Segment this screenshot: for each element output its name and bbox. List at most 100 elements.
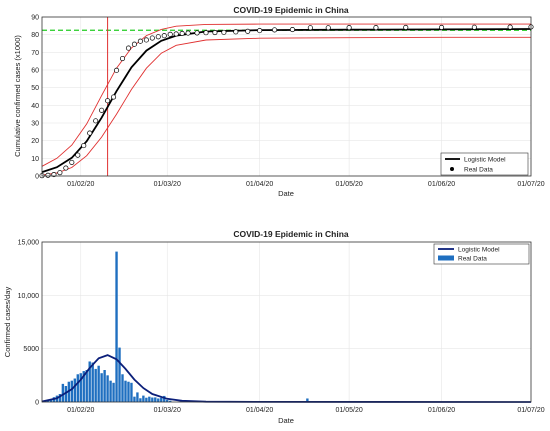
real-data-bar xyxy=(58,394,62,402)
y-tick-label: 10 xyxy=(31,156,39,163)
real-data-bar xyxy=(169,400,172,402)
real-data-bar xyxy=(88,361,91,402)
real-data-bar xyxy=(142,395,145,402)
x-tick-label: 01/03/20 xyxy=(154,181,181,188)
real-data-bar xyxy=(64,386,68,402)
real-data-bar xyxy=(94,368,97,402)
real-data-bar xyxy=(151,397,154,402)
real-data-point xyxy=(179,30,185,36)
real-data-bar xyxy=(82,371,85,402)
real-data-bar xyxy=(306,398,309,402)
legend-swatch-real-data xyxy=(438,255,454,261)
series-lines xyxy=(41,354,532,403)
real-data-point xyxy=(81,143,87,149)
real-data-point xyxy=(325,25,331,31)
real-data-point xyxy=(155,34,161,40)
real-data-bar xyxy=(46,400,50,402)
y-tick-label: 20 xyxy=(31,138,39,145)
legend-box xyxy=(433,243,530,265)
x-tick-label: 01/06/20 xyxy=(428,407,455,414)
real-data-bar xyxy=(115,251,118,402)
real-data-bar xyxy=(100,373,103,402)
legend: Logistic Model Real Data xyxy=(433,243,530,265)
real-data-bars xyxy=(43,251,309,402)
real-data-point xyxy=(137,38,143,44)
y-axis-label: Cumulative confirmed cases (x1000) xyxy=(13,35,22,157)
real-data-bar xyxy=(124,380,127,402)
real-data-point xyxy=(119,55,126,62)
real-data-point xyxy=(307,25,313,31)
real-data-point xyxy=(403,24,409,30)
real-data-bar xyxy=(133,396,136,402)
legend: Logistic Model Real Data xyxy=(440,152,529,176)
y-tick-label: 60 xyxy=(31,68,39,75)
real-data-point xyxy=(245,28,251,34)
real-data-bar xyxy=(166,399,169,402)
real-data-bar xyxy=(97,365,100,402)
real-data-bar xyxy=(61,383,65,402)
x-tick-label: 01/04/20 xyxy=(246,407,273,414)
real-data-bar xyxy=(85,370,88,402)
real-data-bar xyxy=(154,397,157,402)
real-data-bar xyxy=(139,398,142,402)
real-data-bar xyxy=(79,373,82,402)
y-tick-label: 80 xyxy=(31,32,39,39)
series-lines xyxy=(41,23,532,176)
real-data-point xyxy=(75,152,81,158)
real-data-bar xyxy=(109,380,112,402)
y-tick-label: 50 xyxy=(31,85,39,92)
real-data-bar xyxy=(136,392,139,402)
daily-cases-chart: COVID-19 Epidemic in China 01/02/20 01/03… xyxy=(3,229,545,425)
real-data-bar xyxy=(49,399,53,402)
real-data-point xyxy=(63,165,69,171)
x-tick-label: 01/02/20 xyxy=(67,181,94,188)
logistic-model-line xyxy=(41,354,532,403)
y-tick-label: 30 xyxy=(31,121,39,128)
real-data-point xyxy=(167,31,173,37)
x-tick-label: 01/05/20 xyxy=(335,181,362,188)
chart-title: COVID-19 Epidemic in China xyxy=(233,5,349,15)
real-data-point xyxy=(143,37,149,43)
y-tick-label: 40 xyxy=(31,103,39,110)
x-tick-labels: 01/02/20 01/03/20 01/04/20 01/05/20 01/06/20… xyxy=(67,181,545,188)
legend-box xyxy=(440,152,529,176)
real-data-point xyxy=(257,28,263,34)
real-data-point xyxy=(173,31,179,37)
real-data-point xyxy=(149,35,155,41)
x-tick-label: 01/07/20 xyxy=(517,181,544,188)
real-data-point xyxy=(69,159,75,165)
real-data-point xyxy=(99,107,105,113)
y-tick-label: 5000 xyxy=(23,346,39,353)
real-data-bar xyxy=(70,380,74,402)
chart-title: COVID-19 Epidemic in China xyxy=(233,229,349,239)
real-data-point xyxy=(45,172,51,178)
real-data-bar xyxy=(145,397,148,402)
real-data-point xyxy=(212,29,218,36)
legend-marker-real-data xyxy=(450,167,454,171)
x-tick-label: 01/06/20 xyxy=(428,181,455,188)
real-data-bar xyxy=(91,362,94,402)
y-tick-label: 0 xyxy=(35,174,39,181)
cumulative-chart: COVID-19 Epidemic in China 01/02/20 01/03… xyxy=(13,5,545,198)
logistic-model-line xyxy=(41,28,532,173)
real-data-point xyxy=(272,27,278,33)
real-data-bar xyxy=(130,382,133,402)
x-tick-label: 01/04/20 xyxy=(246,181,273,188)
real-data-point xyxy=(507,24,513,30)
plot-frame xyxy=(41,241,532,403)
real-data-bar xyxy=(157,398,160,402)
x-tick-label: 01/07/20 xyxy=(517,407,544,414)
confidence-bound-line xyxy=(41,23,531,167)
y-tick-labels: 0 10 20 30 40 50 60 70 80 90 xyxy=(31,15,39,181)
x-tick-label: 01/02/20 xyxy=(67,407,94,414)
real-data-point xyxy=(346,25,352,31)
real-data-bar xyxy=(76,374,79,402)
x-tick-label: 01/05/20 xyxy=(335,407,362,414)
y-tick-label: 90 xyxy=(31,15,39,22)
real-data-point xyxy=(221,29,227,35)
legend-label-real-data: Real Data xyxy=(464,167,493,174)
real-data-point xyxy=(57,170,63,176)
real-data-bar xyxy=(148,396,151,402)
x-tick-labels: 01/02/20 01/03/20 01/04/20 01/05/20 01/06/20… xyxy=(67,407,545,414)
real-data-point xyxy=(131,41,137,47)
